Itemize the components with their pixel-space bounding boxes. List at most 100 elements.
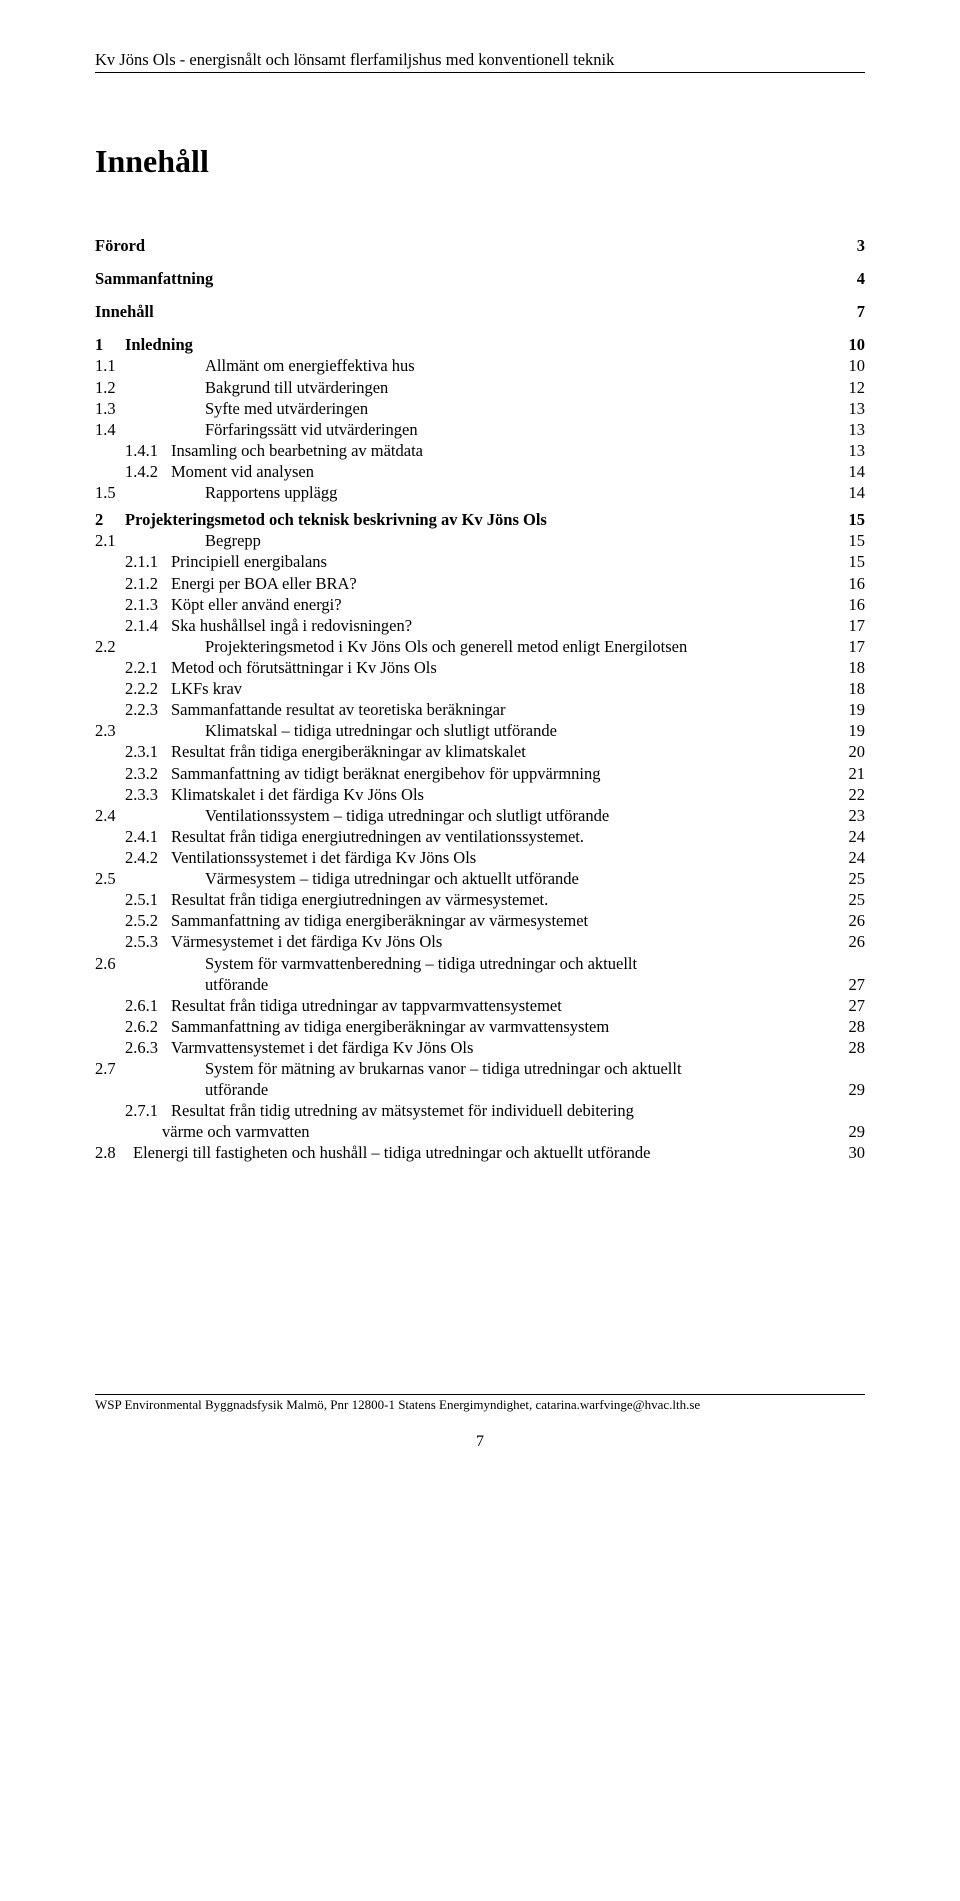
- toc-entry-2-4-1: 2.4.1Resultat från tidiga energiutrednin…: [95, 826, 865, 847]
- toc-label: 2.5Värmesystem – tidiga utredningar och …: [95, 868, 843, 889]
- toc-text: Begrepp: [205, 531, 261, 550]
- toc-text: värme och varmvatten: [95, 1121, 833, 1142]
- toc-label: 2.3Klimatskal – tidiga utredningar och s…: [95, 720, 843, 741]
- toc-label: 2.2.1Metod och förutsättningar i Kv Jöns…: [95, 657, 843, 678]
- toc-label: 1.3Syfte med utvärderingen: [95, 398, 843, 419]
- toc-label: 2.5.1Resultat från tidiga energiutrednin…: [95, 889, 843, 910]
- toc-num: 2.4.1: [125, 826, 171, 847]
- toc-page: 15: [843, 509, 865, 530]
- toc-label: 1.2Bakgrund till utvärderingen: [95, 377, 843, 398]
- toc-page: 17: [843, 615, 865, 636]
- page-header: Kv Jöns Ols - energisnålt och lönsamt fl…: [95, 50, 865, 73]
- toc-entry-innehall: Innehåll 7: [95, 301, 865, 322]
- toc-num: 2.5.3: [125, 931, 171, 952]
- footer-text: WSP Environmental Byggnadsfysik Malmö, P…: [95, 1397, 865, 1413]
- toc-label: 2.3.3Klimatskalet i det färdiga Kv Jöns …: [95, 784, 843, 805]
- toc-entry-2-7-1-line2: värme och varmvatten 29: [95, 1121, 865, 1142]
- toc-num: 1: [95, 334, 125, 355]
- toc-page: 13: [843, 419, 865, 440]
- toc-text: Allmänt om energieffektiva hus: [205, 356, 415, 375]
- toc-label: 2.1.1Principiell energibalans: [95, 551, 843, 572]
- toc-page: 24: [843, 847, 865, 868]
- toc-text: Köpt eller använd energi?: [171, 595, 342, 614]
- toc-num: 2.4.2: [125, 847, 171, 868]
- toc-page: 10: [843, 334, 865, 355]
- toc-entry-2-6-line1: 2.6System för varmvattenberedning – tidi…: [95, 953, 865, 974]
- toc-label: 2.1.3Köpt eller använd energi?: [95, 594, 843, 615]
- toc-text: utförande: [95, 1079, 833, 1100]
- toc-page: 16: [843, 594, 865, 615]
- toc-num: 2.3.3: [125, 784, 171, 805]
- footer-page-number: 7: [95, 1433, 865, 1451]
- toc-num: 2.3.1: [125, 741, 171, 762]
- toc-page: 23: [843, 805, 865, 826]
- toc-label: 2.7System för mätning av brukarnas vanor…: [95, 1058, 843, 1079]
- toc-text: Resultat från tidiga energiberäkningar a…: [171, 742, 526, 761]
- toc-label: 2.3.2Sammanfattning av tidigt beräknat e…: [95, 763, 843, 784]
- toc-label: 2.1Begrepp: [95, 530, 843, 551]
- toc-page: 16: [843, 573, 865, 594]
- toc-text: Ska hushållsel ingå i redovisningen?: [171, 616, 412, 635]
- toc-text: Sammanfattning av tidiga energiberäkning…: [171, 911, 588, 930]
- footer-rule: WSP Environmental Byggnadsfysik Malmö, P…: [95, 1394, 865, 1413]
- toc-entry-2-7-line1: 2.7System för mätning av brukarnas vanor…: [95, 1058, 865, 1079]
- toc-page: 18: [843, 678, 865, 699]
- toc-entry-2-6-2: 2.6.2Sammanfattning av tidiga energiberä…: [95, 1016, 865, 1037]
- toc-label: Innehåll: [95, 301, 843, 322]
- toc-text: Resultat från tidiga utredningar av tapp…: [171, 996, 562, 1015]
- toc-entry-2-5-2: 2.5.2Sammanfattning av tidiga energiberä…: [95, 910, 865, 931]
- toc-page: 17: [843, 636, 865, 657]
- table-of-contents: Förord 3 Sammanfattning 4 Innehåll 7 1In…: [95, 235, 865, 1164]
- toc-text: utförande: [95, 974, 833, 995]
- toc-page: 4: [843, 268, 865, 289]
- toc-num: 2.6.1: [125, 995, 171, 1016]
- toc-entry-2-1-2: 2.1.2Energi per BOA eller BRA? 16: [95, 573, 865, 594]
- toc-label: 1.5Rapportens upplägg: [95, 482, 843, 503]
- toc-entry-1: 1Inledning 10: [95, 334, 865, 355]
- toc-page: 24: [843, 826, 865, 847]
- toc-page: 19: [843, 720, 865, 741]
- toc-label: 1.1Allmänt om energieffektiva hus: [95, 355, 843, 376]
- toc-entry-2-6-line2: utförande 27: [95, 974, 865, 995]
- document-page: Kv Jöns Ols - energisnålt och lönsamt fl…: [0, 0, 960, 1491]
- toc-entry-2-5-1: 2.5.1Resultat från tidiga energiutrednin…: [95, 889, 865, 910]
- toc-page: 21: [843, 763, 865, 784]
- toc-num: 2.5.1: [125, 889, 171, 910]
- toc-page: 18: [843, 657, 865, 678]
- toc-num: 2.8: [95, 1143, 116, 1162]
- page-footer: WSP Environmental Byggnadsfysik Malmö, P…: [95, 1394, 865, 1451]
- header-text: Kv Jöns Ols - energisnålt och lönsamt fl…: [95, 50, 865, 70]
- toc-text: Resultat från tidiga energiutredningen a…: [171, 890, 548, 909]
- toc-num: 2.3: [95, 721, 116, 740]
- toc-text: Bakgrund till utvärderingen: [205, 378, 388, 397]
- toc-entry-2-3: 2.3Klimatskal – tidiga utredningar och s…: [95, 720, 865, 741]
- toc-page: 25: [843, 889, 865, 910]
- toc-num: 2.1.3: [125, 594, 171, 615]
- toc-text: Värmesystemet i det färdiga Kv Jöns Ols: [171, 932, 442, 951]
- toc-label: 2Projekteringsmetod och teknisk beskrivn…: [95, 509, 843, 530]
- toc-num: 2.2.2: [125, 678, 171, 699]
- toc-entry-2-2-1: 2.2.1Metod och förutsättningar i Kv Jöns…: [95, 657, 865, 678]
- toc-label: 2.6.3Varmvattensystemet i det färdiga Kv…: [95, 1037, 843, 1058]
- toc-text: Ventilationssystem – tidiga utredningar …: [205, 806, 609, 825]
- toc-text: LKFs krav: [171, 679, 242, 698]
- toc-text: Inledning: [125, 335, 193, 354]
- toc-num: 2.1.1: [125, 551, 171, 572]
- toc-label: 1Inledning: [95, 334, 843, 355]
- toc-label: 1.4.2Moment vid analysen: [95, 461, 843, 482]
- toc-entry-2-2-2: 2.2.2LKFs krav 18: [95, 678, 865, 699]
- toc-entry-1-4-1: 1.4.1Insamling och bearbetning av mätdat…: [95, 440, 865, 461]
- toc-num: 2.6.2: [125, 1016, 171, 1037]
- toc-page: 28: [843, 1037, 865, 1058]
- toc-page: 12: [843, 377, 865, 398]
- page-title: Innehåll: [95, 143, 865, 180]
- toc-num: 2.3.2: [125, 763, 171, 784]
- toc-num: 1.3: [95, 399, 116, 418]
- toc-page: 3: [843, 235, 865, 256]
- toc-label: 2.4.1Resultat från tidiga energiutrednin…: [95, 826, 843, 847]
- toc-entry-2-6-3: 2.6.3Varmvattensystemet i det färdiga Kv…: [95, 1037, 865, 1058]
- toc-entry-2-8: 2.8 Elenergi till fastigheten och hushåll…: [95, 1142, 865, 1163]
- toc-text: Moment vid analysen: [171, 462, 314, 481]
- toc-text: Elenergi till fastigheten och hushåll – …: [133, 1143, 650, 1162]
- toc-text: Klimatskalet i det färdiga Kv Jöns Ols: [171, 785, 424, 804]
